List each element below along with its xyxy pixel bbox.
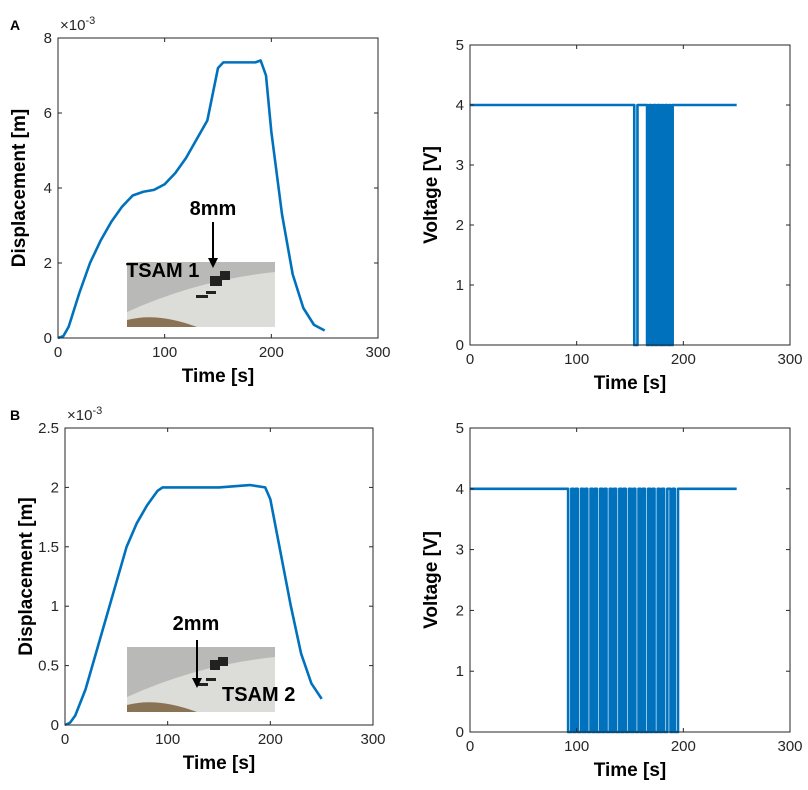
y-scale-exponent: -3 (92, 405, 102, 417)
y-tick-label: 1.5 (38, 539, 59, 556)
y-tick-label: 6 (44, 105, 52, 122)
y-tick-label: 2.5 (38, 420, 59, 437)
x-tick-label: 0 (61, 731, 69, 748)
y-scale-label: ×10-3 (67, 405, 102, 424)
y-tick-label: 8 (44, 30, 52, 47)
data-line (57, 59, 326, 340)
x-tick-label: 200 (258, 731, 283, 748)
annotation-arrowhead (192, 678, 202, 688)
y-tick-label: 3 (456, 157, 464, 174)
y-tick-label: 2 (456, 217, 464, 234)
y-tick-label: 2 (456, 602, 464, 619)
x-axis-label: Time [s] (183, 753, 256, 774)
annotation: TSAM 2 (222, 684, 295, 706)
x-tick-label: 100 (564, 351, 589, 368)
data-line (64, 483, 323, 727)
inset-sensor (206, 291, 216, 294)
inset-wing (127, 272, 275, 327)
x-tick-label: 100 (152, 344, 177, 361)
annotation: 8mm (190, 198, 237, 220)
y-tick-label: 4 (44, 180, 52, 197)
inset-sensor (210, 660, 220, 670)
annotation-arrowhead (208, 258, 218, 268)
inset-sensor (196, 683, 208, 686)
inset-photo (127, 262, 275, 327)
x-axis-label: Time [s] (594, 760, 667, 781)
x-tick-label: 0 (54, 344, 62, 361)
x-tick-label: 100 (155, 731, 180, 748)
x-axis-label: Time [s] (594, 373, 667, 394)
y-tick-label: 0 (51, 717, 59, 734)
y-axis-label: Voltage [V] (421, 146, 442, 244)
inset-sensor (210, 276, 222, 286)
y-axis-label: Voltage [V] (421, 531, 442, 629)
inset-sensor (196, 295, 208, 298)
axes-box (64, 427, 374, 726)
inset-sensor (220, 271, 230, 280)
x-tick-label: 300 (777, 351, 802, 368)
inset-sensor (218, 657, 228, 666)
y-tick-label: 0.5 (38, 658, 59, 675)
y-tick-label: 4 (456, 97, 464, 114)
y-tick-label: 0 (44, 330, 52, 347)
y-scale-label: ×10-3 (60, 15, 95, 34)
x-tick-label: 300 (360, 731, 385, 748)
y-tick-label: 2 (44, 255, 52, 272)
annotation: 2mm (173, 613, 220, 635)
data-line (470, 487, 737, 734)
y-tick-label: 0 (456, 724, 464, 741)
y-tick-label: 2 (51, 479, 59, 496)
x-axis-label: Time [s] (182, 366, 255, 387)
y-tick-label: 3 (456, 542, 464, 559)
x-tick-label: 200 (671, 738, 696, 755)
axes-box (469, 44, 791, 346)
y-tick-label: 4 (456, 481, 464, 498)
axes-box (469, 427, 791, 733)
y-scale-base: ×10 (60, 17, 85, 34)
y-scale-base: ×10 (67, 407, 92, 424)
y-tick-label: 0 (456, 337, 464, 354)
inset-shadow (127, 702, 197, 712)
panel-label: A (10, 17, 20, 33)
y-axis-label: Displacement [m] (16, 497, 37, 655)
x-tick-label: 0 (466, 351, 474, 368)
y-tick-label: 1 (456, 663, 464, 680)
inset-sensor (206, 678, 216, 681)
y-scale-exponent: -3 (85, 15, 95, 27)
x-tick-label: 300 (365, 344, 390, 361)
y-tick-label: 5 (456, 420, 464, 437)
x-tick-label: 100 (564, 738, 589, 755)
x-tick-label: 0 (466, 738, 474, 755)
y-axis-label: Displacement [m] (9, 109, 30, 267)
panel-label: B (10, 407, 20, 423)
y-tick-label: 1 (456, 277, 464, 294)
x-tick-label: 200 (671, 351, 696, 368)
y-tick-label: 5 (456, 37, 464, 54)
y-tick-label: 1 (51, 598, 59, 615)
inset-shadow (127, 317, 197, 327)
x-tick-label: 300 (777, 738, 802, 755)
data-line (470, 103, 737, 347)
annotation: TSAM 1 (126, 260, 199, 282)
x-tick-label: 200 (259, 344, 284, 361)
